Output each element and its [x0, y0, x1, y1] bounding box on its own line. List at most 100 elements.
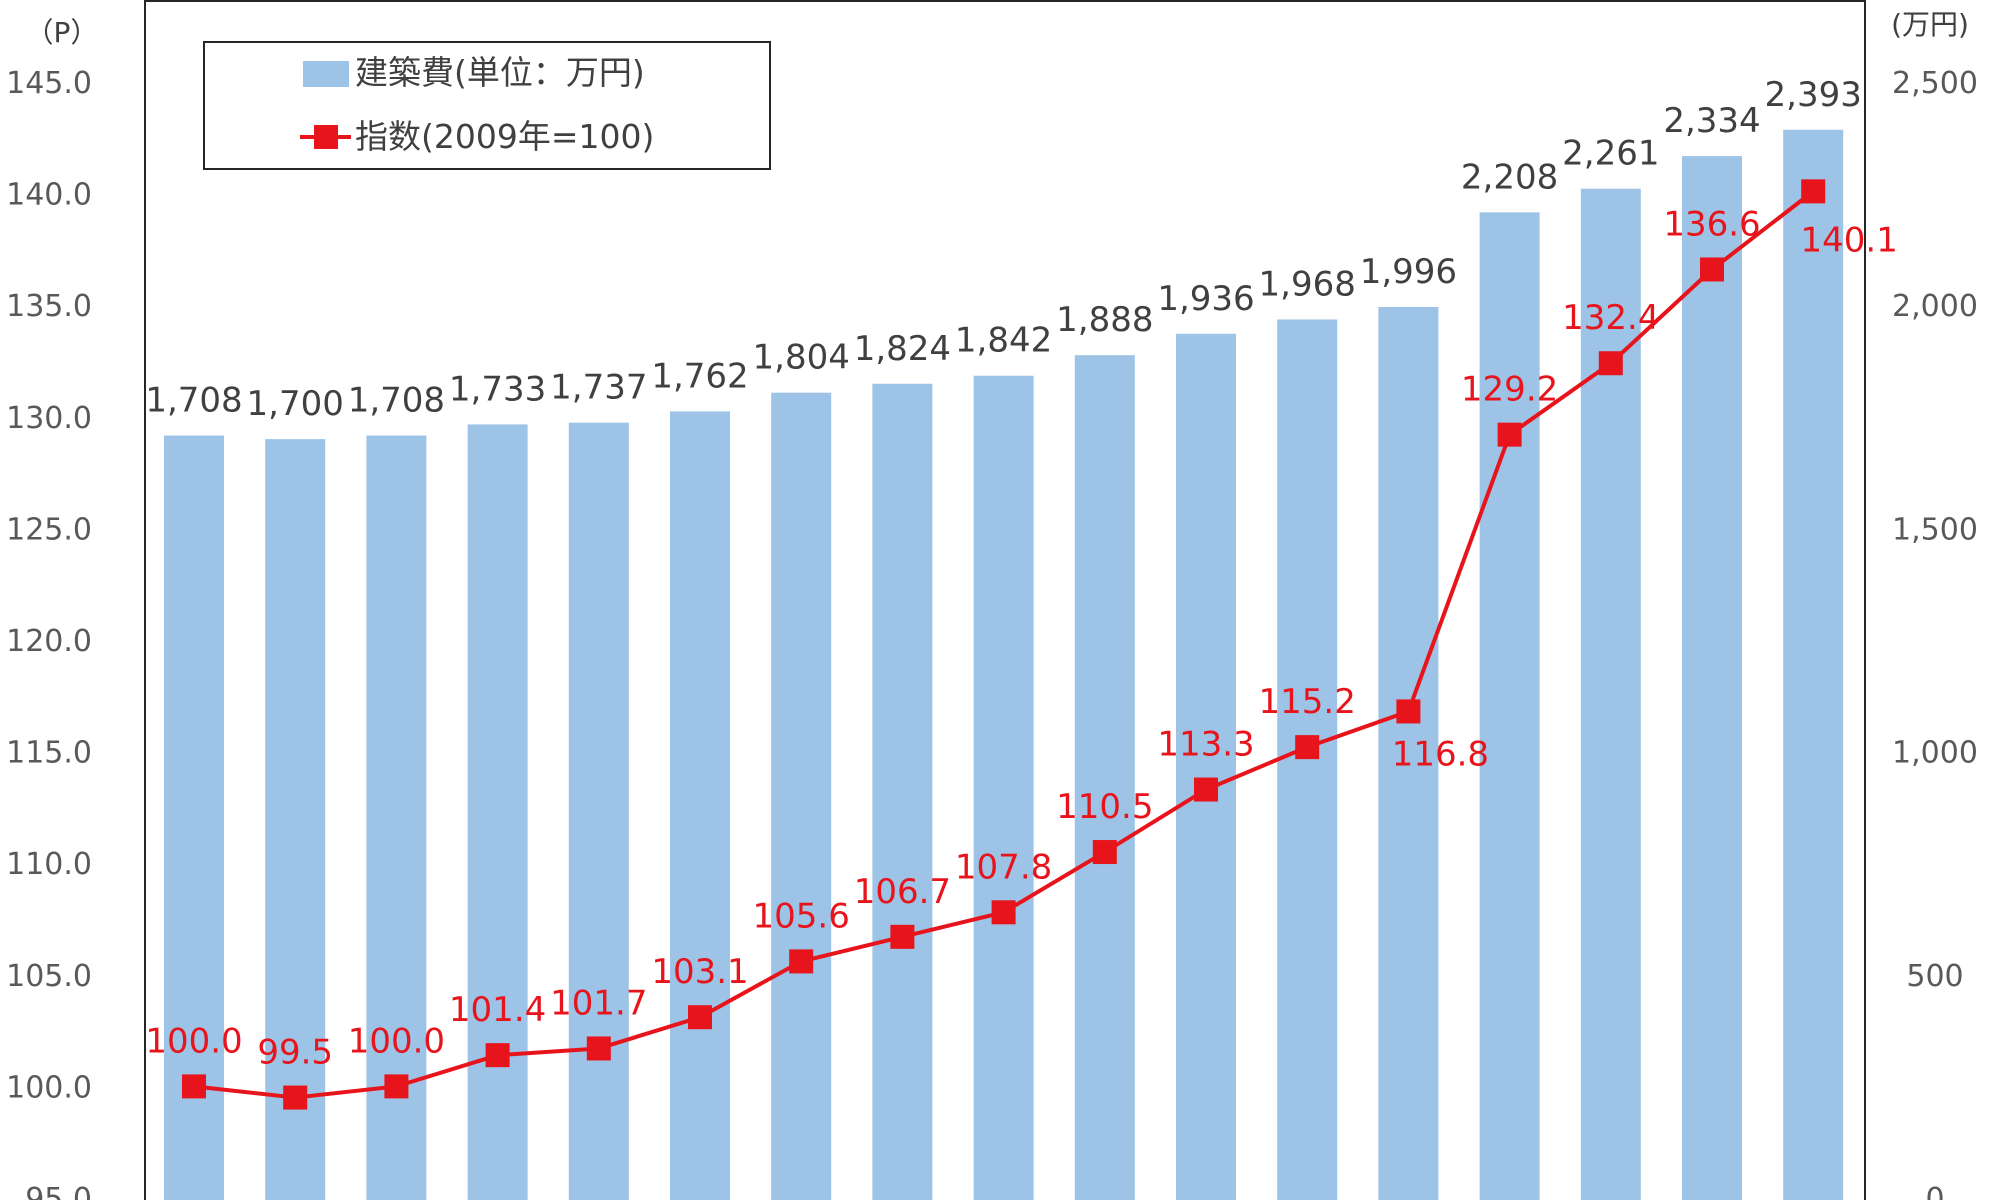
- right-axis-tick-label: 1,500: [1892, 512, 1978, 547]
- bar: [1277, 319, 1338, 1200]
- bar: [1176, 333, 1236, 1200]
- bar: [1580, 188, 1641, 1200]
- bar-value-label: 1,708: [348, 381, 445, 421]
- bar: [1378, 306, 1439, 1200]
- bar-data-labels: 1,708 1,700 1,708 1,733 1,737 1,762 1,804 1,824…: [145, 75, 1862, 424]
- index-marker: [384, 1074, 409, 1099]
- index-value-label: 132.4: [1562, 298, 1659, 338]
- index-marker: [1295, 735, 1320, 760]
- bar: [1479, 212, 1540, 1200]
- right-axis-tick-label: 2,000: [1892, 289, 1978, 324]
- left-axis-tick-label: 130.0: [6, 401, 92, 436]
- left-axis-tick-label: 115.0: [6, 736, 92, 771]
- index-value-label: 105.6: [753, 896, 850, 936]
- index-marker: [991, 900, 1016, 925]
- right-axis-tick-label: 1,000: [1892, 736, 1978, 771]
- left-axis-unit: （P）: [26, 16, 99, 49]
- line-series: [182, 179, 1826, 1110]
- bar: [265, 439, 326, 1200]
- left-axis-tick-label: 135.0: [6, 289, 92, 324]
- index-value-label: 99.5: [257, 1033, 333, 1073]
- index-value-label: 110.5: [1056, 787, 1153, 827]
- bar-value-label: 1,888: [1056, 300, 1153, 340]
- index-value-label: 140.1: [1801, 220, 1898, 260]
- legend-swatch-bar: [303, 61, 349, 87]
- bar: [1682, 156, 1742, 1200]
- index-value-label: 136.6: [1663, 204, 1760, 244]
- index-marker: [688, 1005, 712, 1030]
- left-axis-tick-label: 120.0: [6, 624, 92, 659]
- bar: [973, 375, 1034, 1200]
- bar-value-label: 2,261: [1562, 134, 1659, 174]
- index-value-label: 116.8: [1392, 734, 1489, 774]
- bar: [872, 383, 933, 1200]
- index-value-label: 129.2: [1461, 370, 1558, 410]
- left-y-axis: 95.0 100.0 105.0 110.0 115.0 120.0 125.0 130.0 1…: [6, 66, 92, 1200]
- index-value-label: 101.4: [449, 990, 546, 1030]
- left-axis-tick-label: 125.0: [6, 512, 92, 547]
- left-axis-tick-label: 110.0: [6, 847, 92, 882]
- bar: [1074, 355, 1135, 1200]
- bar-series: [164, 129, 1844, 1200]
- bar-value-label: 1,708: [145, 381, 242, 421]
- bar-value-label: 2,393: [1765, 75, 1862, 115]
- left-axis-tick-label: 95.0: [25, 1182, 92, 1200]
- index-marker: [283, 1085, 308, 1110]
- bar-value-label: 1,700: [247, 384, 344, 424]
- index-value-label: 100.0: [145, 1021, 242, 1061]
- legend: 建築費(単位：万円) 指数(2009年=100): [203, 41, 771, 170]
- index-value-label: 106.7: [854, 872, 951, 912]
- index-marker: [485, 1043, 510, 1068]
- bar: [1783, 129, 1844, 1200]
- index-marker: [1497, 422, 1522, 447]
- bar-value-label: 1,936: [1157, 279, 1254, 319]
- index-value-label: 113.3: [1157, 725, 1254, 765]
- index-marker: [1194, 777, 1218, 802]
- bar: [670, 411, 730, 1200]
- index-value-label: 101.7: [550, 983, 647, 1023]
- legend-label-line: 指数(2009年=100): [355, 117, 654, 156]
- right-axis-tick-label: 2,500: [1892, 66, 1978, 101]
- bar: [771, 392, 832, 1200]
- plot-area-frame: [144, 0, 1866, 1200]
- right-axis-unit: (万円): [1891, 8, 1969, 41]
- left-axis-tick-label: 145.0: [6, 66, 92, 101]
- bar-value-label: 1,804: [753, 338, 850, 378]
- index-value-label: 103.1: [651, 952, 748, 992]
- bar: [164, 435, 224, 1200]
- index-marker: [182, 1074, 206, 1099]
- bar-value-label: 1,762: [651, 356, 748, 396]
- left-axis-tick-label: 105.0: [6, 959, 92, 994]
- left-axis-tick-label: 140.0: [6, 178, 92, 213]
- index-marker: [1396, 699, 1421, 724]
- bar-value-label: 2,334: [1663, 101, 1760, 141]
- bar-value-label: 2,208: [1461, 157, 1558, 197]
- legend-swatch-marker: [314, 125, 338, 149]
- bar: [568, 422, 629, 1200]
- index-value-label: 115.2: [1259, 682, 1356, 722]
- bar-value-label: 1,842: [955, 321, 1052, 361]
- index-marker: [1801, 179, 1826, 204]
- bar-value-label: 1,824: [854, 329, 951, 369]
- left-axis-tick-label: 100.0: [6, 1070, 92, 1105]
- right-axis-tick-label: 0: [1925, 1182, 1944, 1200]
- index-value-label: 107.8: [955, 847, 1052, 887]
- bar-value-label: 1,737: [550, 368, 647, 408]
- index-marker: [1598, 351, 1623, 376]
- index-marker: [586, 1036, 611, 1061]
- index-marker: [1700, 257, 1724, 282]
- bar: [467, 424, 528, 1200]
- right-y-axis: 0 500 1,000 1,500 2,000 2,500: [1892, 66, 1978, 1200]
- bar-value-label: 1,733: [449, 369, 546, 409]
- index-marker: [890, 924, 915, 949]
- index-marker: [1092, 840, 1117, 865]
- right-axis-tick-label: 500: [1906, 959, 1963, 994]
- bar-value-label: 1,996: [1360, 252, 1457, 292]
- bar-value-label: 1,968: [1259, 264, 1356, 304]
- legend-box: [203, 41, 771, 170]
- bar: [366, 435, 427, 1200]
- index-value-label: 100.0: [348, 1021, 445, 1061]
- index-marker: [789, 949, 814, 974]
